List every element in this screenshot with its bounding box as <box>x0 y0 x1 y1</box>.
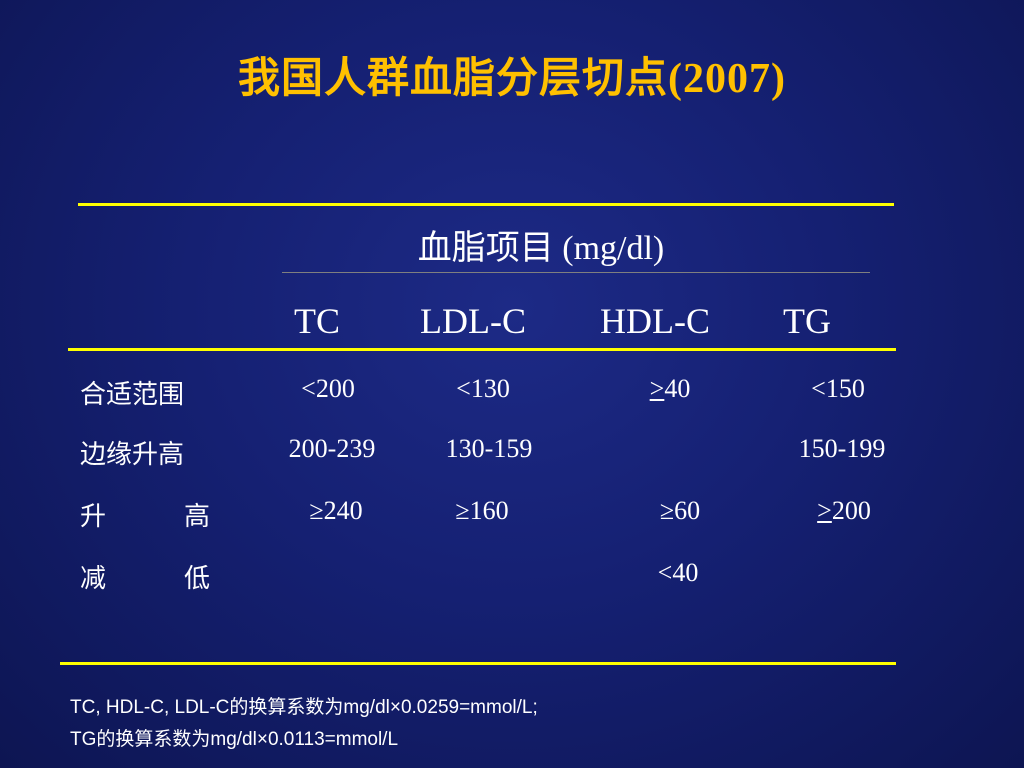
hdl-optimal-value: 40 <box>664 374 691 403</box>
column-header-hdl-c: HDL-C <box>600 301 710 341</box>
row-label-low-char-2-wrap: 低 <box>184 558 210 595</box>
column-header-tc: TC <box>294 301 341 341</box>
table-top-rule <box>78 203 894 206</box>
cell-tg-optimal: <150 <box>811 374 865 403</box>
cell-ldl-optimal: <130 <box>456 374 510 403</box>
footnote-line-1: TC, HDL-C, LDL-C的换算系数为mg/dl×0.0259=mmol/… <box>70 697 538 718</box>
row-label-low-char-2: 低 <box>184 564 211 593</box>
column-group-header: 血脂项目 (mg/dl) <box>417 230 665 267</box>
cell-ldl-borderline: 130-159 <box>445 434 533 463</box>
row-label-high: 升 <box>80 496 106 533</box>
greater-equal-sign: > <box>817 496 832 525</box>
cell-tg-borderline: 150-199 <box>798 434 886 463</box>
slide-title: 我国人群血脂分层切点(2007) <box>238 56 786 102</box>
cell-hdl-high: ≥60 <box>659 496 701 525</box>
cell-tg-high: >200 <box>774 496 914 526</box>
row-label-borderline-high: 边缘升高 <box>80 440 185 469</box>
cell-ldl-high: ≥160 <box>455 496 509 525</box>
cell-tc-high: ≥240 <box>309 496 363 525</box>
row-label-low: 减 <box>80 558 106 595</box>
cell-tc-borderline: 200-239 <box>288 434 376 463</box>
footnote-line-2: TG的换算系数为mg/dl×0.0113=mmol/L <box>70 729 399 750</box>
column-header-tg: TG <box>783 301 831 341</box>
table-header-rule <box>68 348 896 351</box>
cell-hdl-low: <40 <box>657 558 699 587</box>
row-label-high-char-1: 升 <box>80 502 107 531</box>
cell-hdl-optimal: >40 <box>600 374 740 404</box>
tg-high-value: 200 <box>831 496 871 525</box>
row-label-optimal: 合适范围 <box>80 380 185 409</box>
row-label-high-char-2-wrap: 高 <box>184 496 210 533</box>
column-header-ldl-c: LDL-C <box>420 301 526 341</box>
table-bottom-rule <box>60 662 896 665</box>
row-label-high-char-2: 高 <box>184 502 211 531</box>
greater-equal-sign: > <box>649 374 665 403</box>
group-header-underline <box>282 272 870 273</box>
row-label-low-char-1: 减 <box>80 564 107 593</box>
cell-tc-optimal: <200 <box>301 374 355 403</box>
